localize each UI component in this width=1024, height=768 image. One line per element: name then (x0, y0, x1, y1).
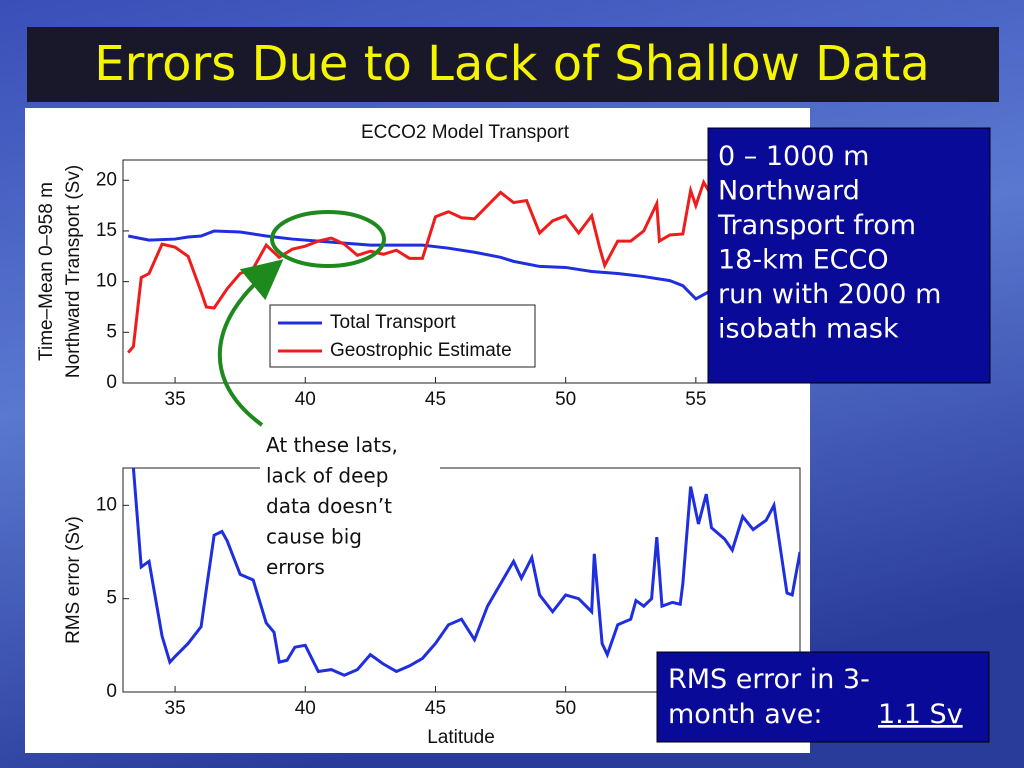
box-text: month ave: (668, 699, 822, 730)
box-highlight: 1.1 Sv (878, 699, 963, 730)
annotation-line: data doesn’t (266, 494, 392, 518)
box-text: RMS error in 3- (668, 664, 870, 695)
y-axis-label: Time–Mean 0–958 m (36, 182, 57, 361)
y-tick-label: 15 (96, 220, 117, 241)
annotation-line: At these lats, (266, 433, 398, 457)
y-tick-label: 5 (106, 321, 117, 342)
chart-title: ECCO2 Model Transport (361, 122, 570, 143)
data-line (127, 178, 713, 354)
data-line (127, 229, 723, 301)
x-tick-label: 50 (555, 698, 576, 719)
box-text: Northward (718, 176, 860, 207)
y-axis-label: RMS error (Sv) (63, 516, 84, 644)
annotation-line: errors (266, 555, 325, 579)
legend-label: Total Transport (330, 312, 456, 333)
box-text: run with 2000 m (718, 279, 941, 310)
annotation-line: cause big (266, 525, 362, 549)
box-text: 0 – 1000 m (718, 141, 869, 172)
x-tick-label: 50 (555, 389, 576, 410)
title-bar (27, 27, 999, 102)
x-tick-label: 45 (425, 698, 446, 719)
box-text: Transport from (717, 210, 916, 241)
box-text: 18-km ECCO (718, 245, 889, 276)
x-axis-label: Latitude (427, 727, 495, 748)
legend (269, 304, 536, 368)
annotation-line: lack of deep (266, 464, 388, 488)
y-tick-label: 10 (96, 271, 117, 292)
text-box (707, 127, 991, 384)
slide-title: Errors Due to Lack of Shallow Data (94, 36, 929, 92)
y-tick-label: 0 (106, 681, 117, 702)
y-tick-label: 5 (106, 588, 117, 609)
box-text: isobath mask (718, 314, 899, 345)
x-tick-label: 40 (295, 698, 316, 719)
legend-label: Geostrophic Estimate (330, 340, 512, 361)
arrow (217, 259, 284, 427)
y-tick-label: 20 (96, 169, 117, 190)
highlight-ellipse (270, 210, 386, 268)
text-box (656, 651, 990, 743)
annotation-bg (260, 428, 440, 578)
x-tick-label: 35 (165, 698, 186, 719)
y-axis-label: Northward Transport (Sv) (63, 165, 84, 378)
y-tick-label: 0 (106, 372, 117, 393)
x-tick-label: 45 (425, 389, 446, 410)
x-tick-label: 35 (165, 389, 186, 410)
x-tick-label: 55 (685, 389, 706, 410)
x-tick-label: 40 (295, 389, 316, 410)
data-line (131, 468, 800, 677)
y-tick-label: 10 (96, 494, 117, 515)
